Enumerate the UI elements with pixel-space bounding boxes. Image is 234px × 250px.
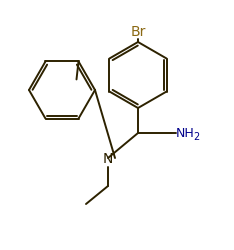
Text: N: N bbox=[103, 152, 113, 165]
Text: NH: NH bbox=[176, 127, 195, 140]
Text: 2: 2 bbox=[194, 131, 200, 141]
Text: Br: Br bbox=[130, 25, 146, 39]
